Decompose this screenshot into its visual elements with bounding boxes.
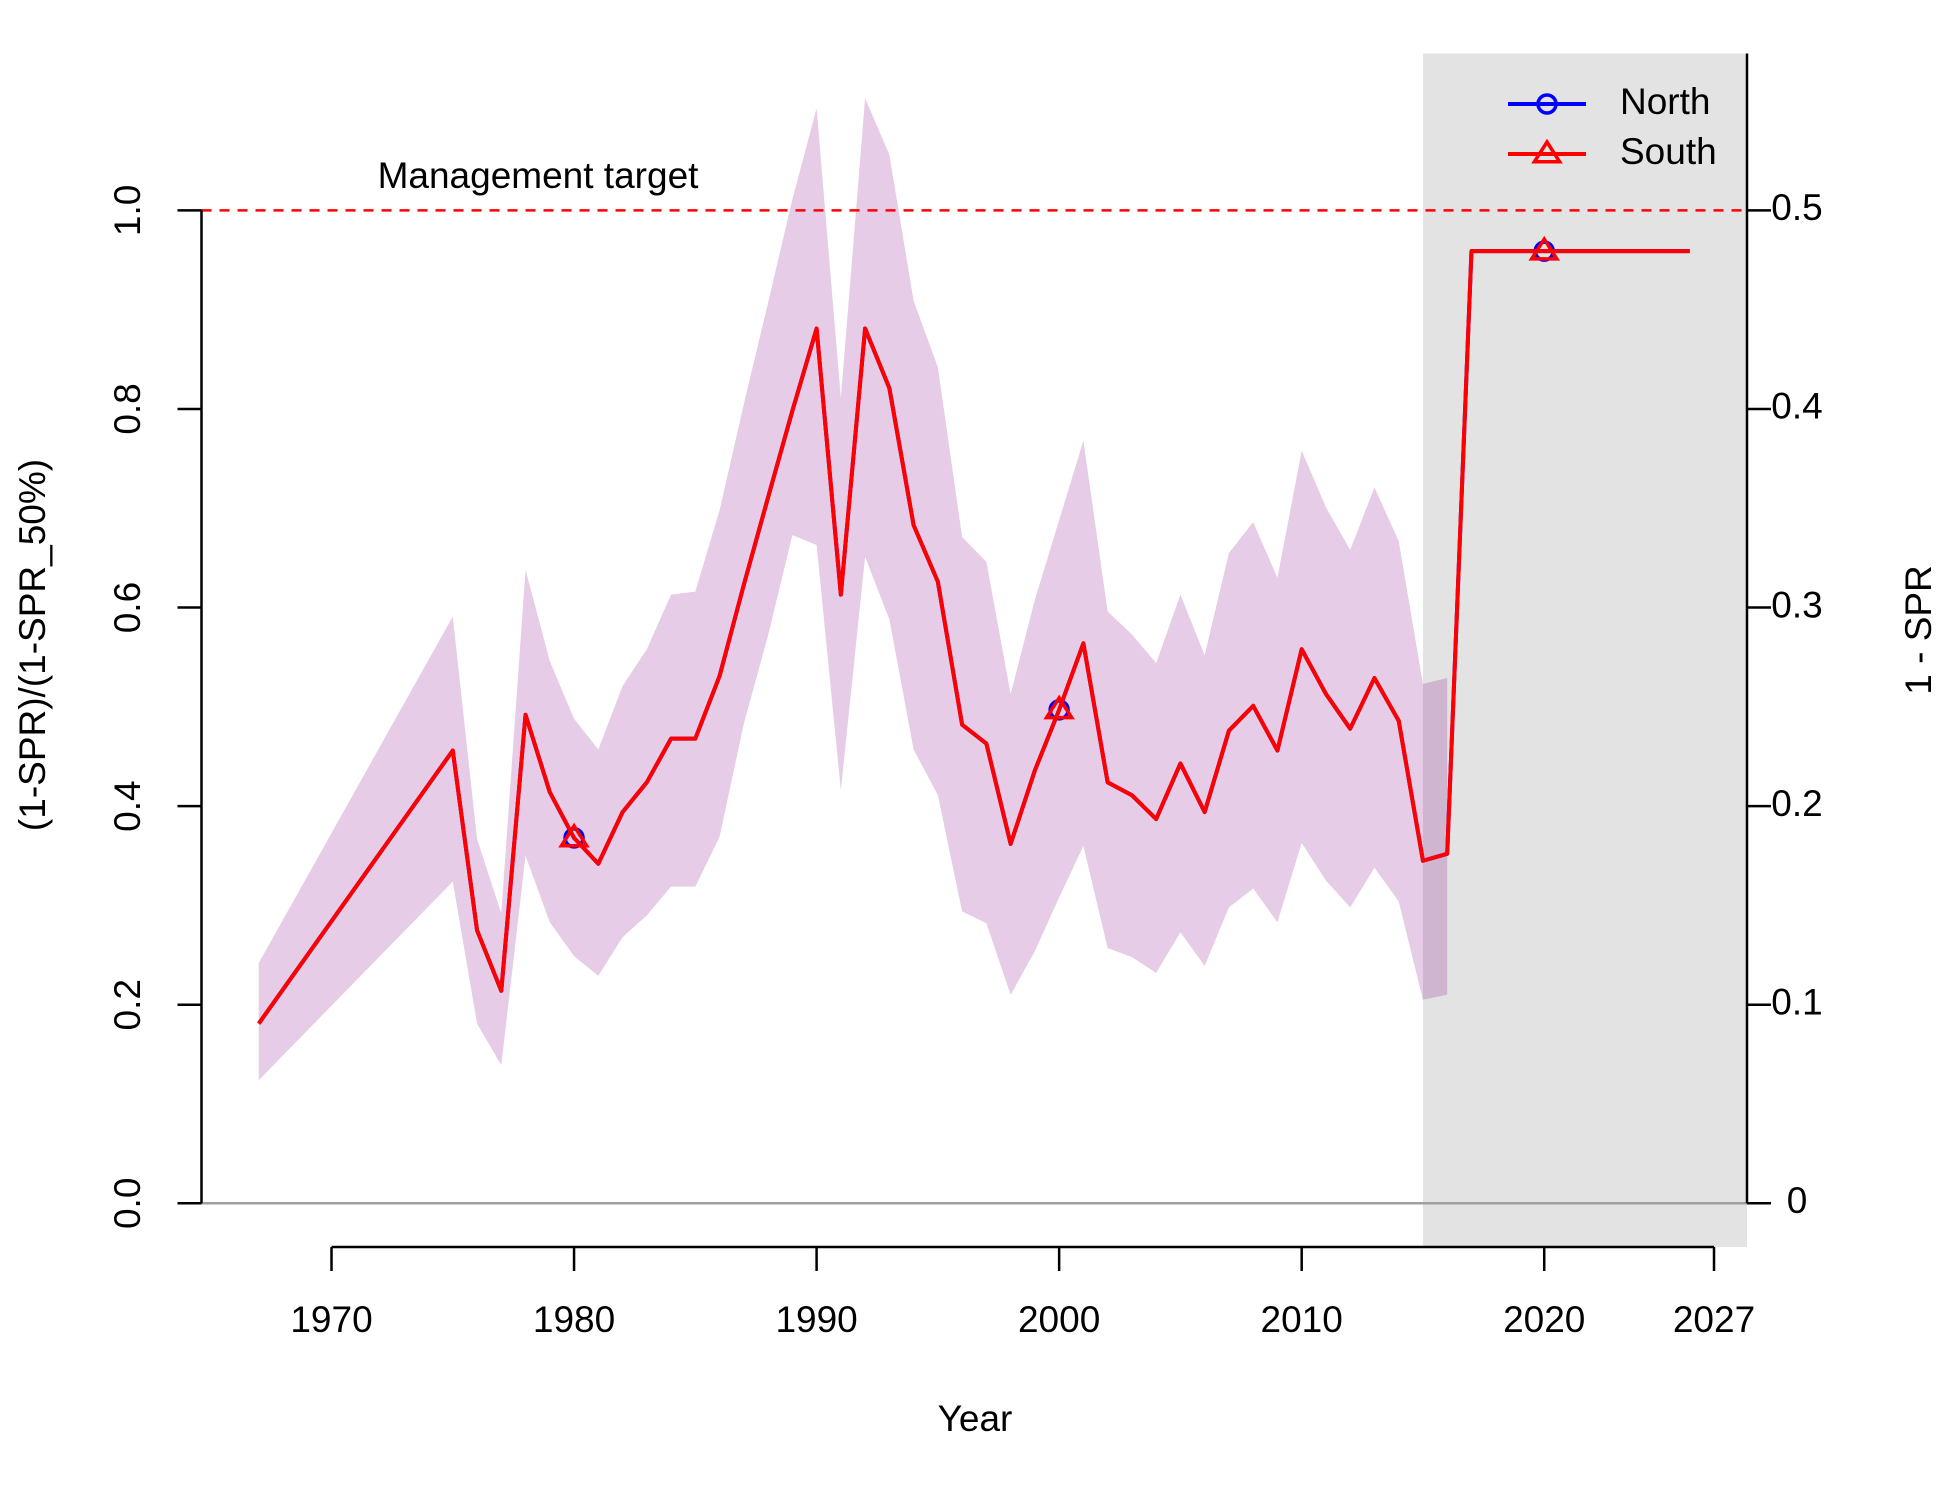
x-tick-label: 2000 [1018, 1299, 1100, 1340]
y-axis-title: (1-SPR)/(1-SPR_50%) [12, 459, 53, 831]
y-tick-label: 1.0 [107, 185, 148, 236]
forecast-region [1422, 53, 1747, 1247]
y-tick-label: 0.6 [107, 582, 148, 633]
x-axis-title: Year [938, 1398, 1013, 1439]
x-tick-label: 2010 [1261, 1299, 1343, 1340]
y2-axis-title: 1 - SPR [1898, 565, 1939, 695]
y2-tick-label: 0.4 [1771, 386, 1822, 427]
legend-marker [1536, 93, 1558, 115]
y2-tick-label: 0.5 [1771, 187, 1822, 228]
legend-label: North [1620, 81, 1710, 122]
x-tick-label: 1970 [290, 1299, 372, 1340]
y-tick-label: 0.4 [107, 780, 148, 831]
y2-tick-label: 0.1 [1771, 982, 1822, 1023]
y2-tick-label: 0 [1787, 1180, 1808, 1221]
marker [1043, 694, 1075, 720]
y2-tick-label: 0.2 [1771, 783, 1822, 824]
legend-marker [1531, 138, 1563, 164]
reference-label: Management target [378, 155, 700, 196]
y-tick-label: 0.2 [107, 979, 148, 1030]
y-tick-label: 0.0 [107, 1178, 148, 1229]
x-tick-label: 2027 [1673, 1299, 1755, 1340]
marker [1528, 235, 1561, 261]
y2-tick-label: 0.3 [1771, 584, 1822, 625]
confidence-band [258, 98, 1448, 1081]
x-tick-label: 1990 [775, 1299, 857, 1340]
legend-label: South [1620, 131, 1717, 172]
y-tick-label: 0.8 [107, 383, 148, 434]
x-tick-label: 2020 [1503, 1299, 1585, 1340]
series-line [257, 249, 1690, 1025]
marker [558, 822, 590, 848]
x-tick-label: 1980 [533, 1299, 615, 1340]
